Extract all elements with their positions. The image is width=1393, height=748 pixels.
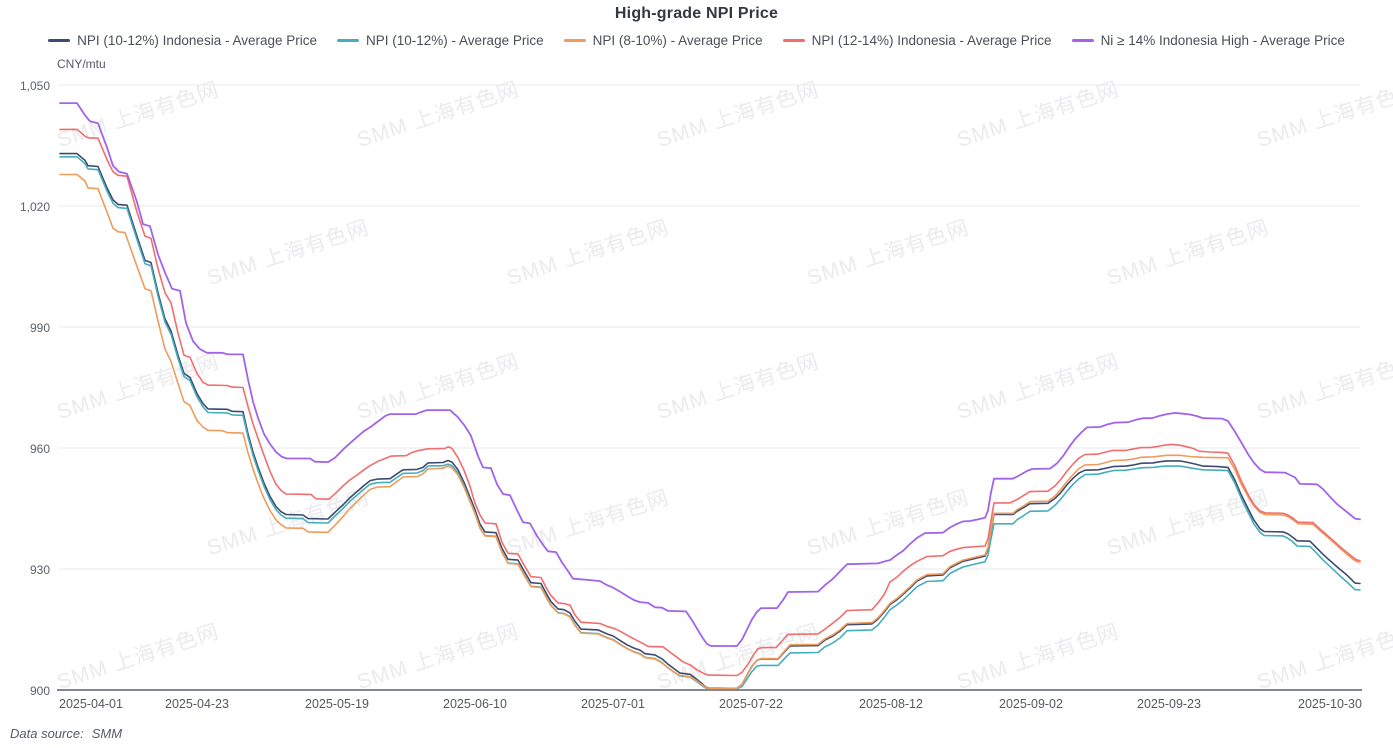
legend-label: Ni ≥ 14% Indonesia High - Average Price [1100, 33, 1345, 48]
data-source-value: SMM [91, 726, 123, 741]
x-tick-label: 2025-05-19 [305, 697, 369, 711]
legend: NPI (10-12%) Indonesia - Average Price NP… [0, 33, 1393, 48]
y-tick-label: 1,020 [19, 200, 50, 214]
x-tick-label: 2025-09-02 [999, 697, 1063, 711]
legend-item-2[interactable]: NPI (8-10%) - Average Price [563, 33, 763, 48]
legend-dash-icon [563, 38, 586, 43]
legend-dash-icon [1071, 38, 1094, 43]
legend-label: NPI (10-12%) Indonesia - Average Price [77, 33, 318, 48]
legend-dash-icon [48, 38, 71, 43]
x-tick-label: 2025-07-22 [719, 697, 783, 711]
y-tick-label: 960 [29, 442, 50, 456]
x-tick-label: 2025-06-10 [443, 697, 507, 711]
legend-item-1[interactable]: NPI (10-12%) - Average Price [337, 33, 544, 48]
series-line[interactable] [59, 152, 1361, 690]
data-source-label: Data source: [10, 726, 84, 741]
y-tick-label: 900 [29, 684, 50, 698]
y-tick-label: 990 [29, 321, 50, 335]
legend-item-3[interactable]: NPI (12-14%) Indonesia - Average Price [782, 33, 1052, 48]
series-line[interactable] [59, 173, 1361, 690]
y-tick-label: 930 [29, 563, 50, 577]
y-axis-unit-label: CNY/mtu [57, 57, 106, 71]
x-tick-label: 2025-07-01 [581, 697, 645, 711]
legend-item-4[interactable]: Ni ≥ 14% Indonesia High - Average Price [1071, 33, 1345, 48]
series-line[interactable] [59, 128, 1361, 677]
legend-dash-icon [782, 38, 805, 43]
y-tick-label: 1,050 [19, 79, 50, 93]
x-tick-label: 2025-10-30 [1298, 697, 1362, 711]
x-tick-label: 2025-08-12 [859, 697, 923, 711]
series-line[interactable] [59, 102, 1361, 647]
x-tick-label: 2025-09-23 [1137, 697, 1201, 711]
data-source: Data source: SMM [10, 726, 122, 741]
series-line[interactable] [59, 156, 1361, 690]
chart-title: High-grade NPI Price [614, 5, 779, 22]
legend-label: NPI (8-10%) - Average Price [592, 33, 763, 48]
legend-dash-icon [337, 38, 360, 43]
legend-label: NPI (10-12%) - Average Price [366, 33, 544, 48]
x-tick-label: 2025-04-23 [165, 697, 229, 711]
legend-label: NPI (12-14%) Indonesia - Average Price [811, 33, 1052, 48]
x-tick-label: 2025-04-01 [59, 697, 123, 711]
legend-item-0[interactable]: NPI (10-12%) Indonesia - Average Price [48, 33, 317, 48]
